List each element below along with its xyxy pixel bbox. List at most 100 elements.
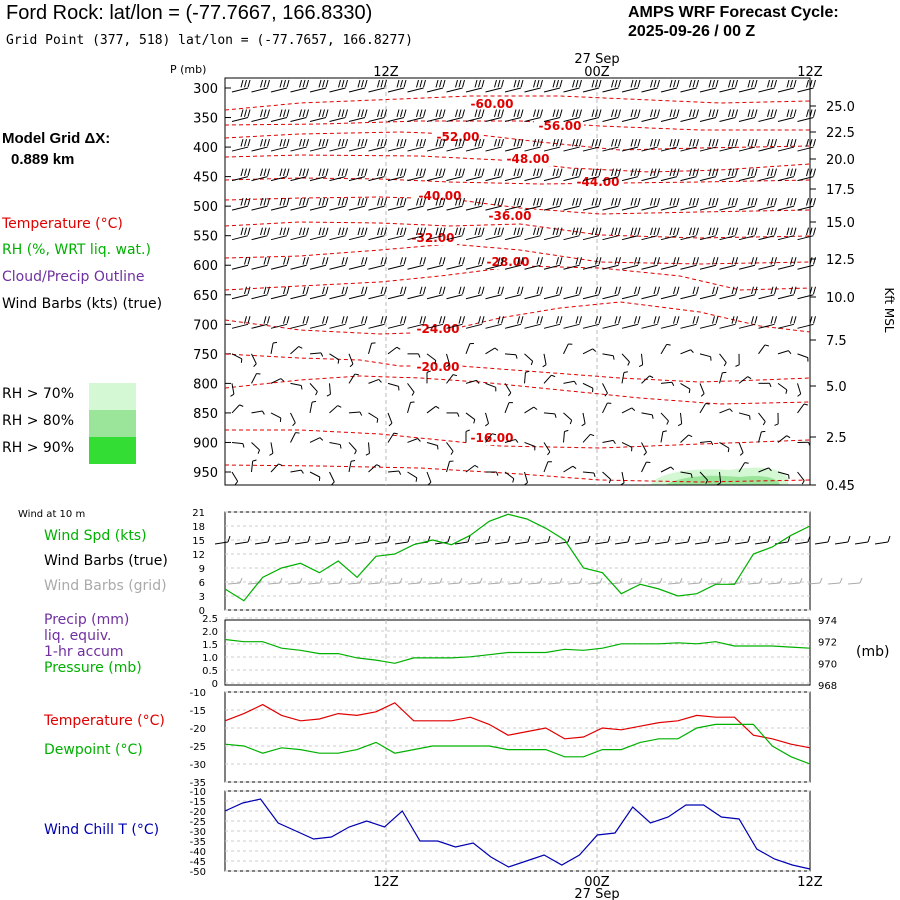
cs-wind-barb [446, 460, 454, 473]
cs-wind-barb [777, 79, 797, 93]
cs-wind-barb [719, 227, 738, 241]
temperature-contour-label: -44.00 [577, 175, 620, 189]
wind-ytick-label: 6 [199, 578, 205, 589]
legend-rh70-swatch [89, 383, 136, 410]
grid-wind-barb [427, 582, 441, 585]
cs-wind-barb [251, 138, 270, 152]
cs-wind-barb [290, 346, 303, 355]
cs-wind-barb [407, 401, 415, 414]
cs-wind-barb [719, 353, 727, 367]
grid-wind-barb [827, 582, 841, 585]
cs-wind-barb [290, 227, 309, 241]
cs-wind-barb [602, 138, 621, 152]
temp-ytick-label: -10 [190, 688, 206, 699]
grid-wind-barb [699, 577, 703, 584]
cs-wind-barb [368, 198, 387, 211]
cs-wind-barb [329, 138, 348, 152]
cs-wind-barb [426, 353, 437, 365]
cs-wind-barb [407, 168, 426, 182]
cs-wind-barb [231, 286, 251, 300]
grid-wind-barb [719, 577, 723, 584]
grid-wind-barb [307, 582, 321, 585]
cs-wind-barb [680, 79, 699, 93]
cs-wind-barb [368, 138, 387, 152]
cs-wind-barb [504, 109, 524, 123]
cs-wind-barb [504, 227, 524, 241]
cs-wind-barb [677, 412, 683, 427]
cs-wind-barb [290, 316, 309, 329]
grid-wind-barb [327, 582, 341, 585]
true-wind-barb [434, 541, 449, 545]
cs-wind-barb [446, 316, 465, 329]
cs-wind-barb [387, 168, 407, 182]
cs-wind-barb [446, 257, 465, 270]
cs-wind-barb [680, 286, 699, 300]
cs-wind-barb [348, 411, 363, 416]
cs-wind-barb [465, 109, 485, 123]
pressure-line [224, 638, 811, 664]
temperature-contour-label: -48.00 [507, 152, 550, 166]
true-wind-barb [314, 541, 329, 545]
cs-wind-barb [524, 198, 543, 211]
cs-wind-barb [524, 370, 530, 384]
cs-wind-barb [543, 257, 563, 270]
cs-wind-barb [524, 286, 543, 300]
grid-wind-barb [807, 582, 821, 585]
cs-wind-barb [758, 168, 777, 182]
cs-wind-barb [777, 286, 797, 300]
cs-wind-barb [485, 433, 497, 443]
true-wind-barb [367, 535, 371, 543]
model-grid-title: Model Grid ΔX: [2, 130, 111, 147]
cs-wind-barb [543, 138, 563, 152]
cs-wind-barb [290, 109, 309, 123]
temp-ytick-label: -15 [190, 706, 206, 717]
cs-wind-barb [348, 442, 357, 455]
grid-wind-barb [547, 582, 561, 585]
temperature-contour-label: -16.00 [471, 431, 514, 445]
cs-wind-barb [251, 79, 270, 93]
cs-wind-barb [426, 109, 446, 123]
cs-wind-barb [368, 257, 387, 270]
cross-section-frame [224, 77, 811, 486]
cs-wind-barb [797, 441, 811, 447]
cs-wind-barb [446, 374, 458, 384]
cs-ytick-label: 450 [193, 171, 218, 186]
cs-wind-barb [309, 168, 329, 182]
cs-wind-barb [699, 227, 719, 241]
cs-wind-barb [680, 257, 699, 270]
true-wind-barb [467, 535, 471, 543]
contour-label-bg [414, 189, 464, 203]
cs-wind-barb [542, 353, 547, 368]
cs-wind-barb [407, 198, 426, 211]
cs-wind-barb [758, 316, 777, 329]
grid-wind-barb [227, 582, 241, 585]
contour-label-bg [502, 152, 552, 166]
cs-wind-barb [309, 257, 329, 270]
wind-ytick-label: 3 [199, 592, 205, 603]
cs-wind-barb [524, 406, 538, 414]
cs-wind-barb [407, 257, 426, 270]
true-wind-barb [567, 535, 571, 543]
grid-wind-barb [287, 582, 301, 585]
cs-wind-barb [797, 316, 816, 329]
true-wind-barb [714, 541, 729, 545]
cs-wind-barb [231, 257, 251, 270]
legend-rh90-swatch [89, 437, 136, 464]
cs-right-tick-label: 10.0 [826, 291, 855, 306]
cs-wind-barb [368, 342, 376, 354]
cs-wind-barb [621, 138, 641, 152]
temperature-contour [224, 353, 811, 383]
cs-wind-barb [680, 109, 699, 123]
grid-wind-barb [379, 577, 383, 584]
true-wind-barb [867, 535, 871, 543]
cs-wind-barb [387, 412, 393, 427]
cs-wind-barb [290, 168, 309, 182]
true-wind-barb [487, 535, 491, 543]
true-wind-barb [547, 535, 551, 543]
cs-wind-barb [563, 412, 573, 425]
cs-wind-barb [543, 79, 563, 93]
cs-wind-barb [309, 227, 329, 241]
cs-wind-barb [465, 379, 480, 384]
temperature-contour-label: -20.00 [417, 360, 460, 374]
